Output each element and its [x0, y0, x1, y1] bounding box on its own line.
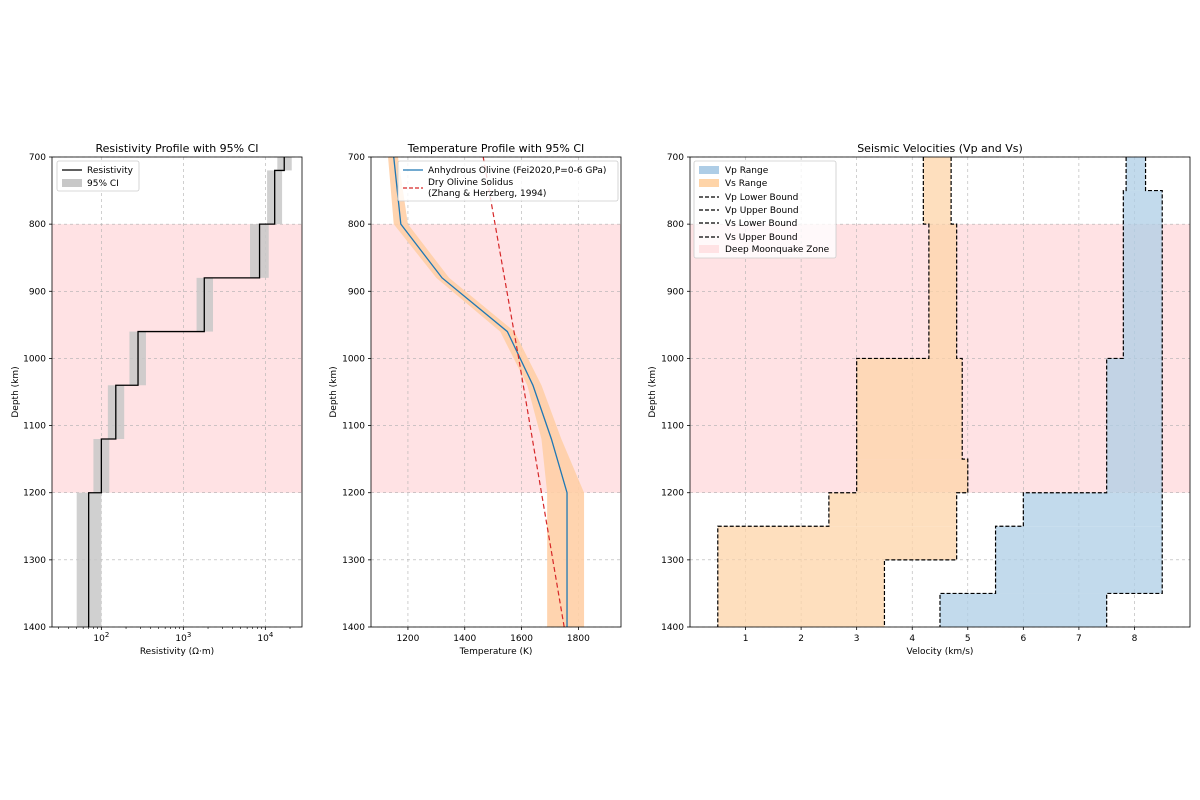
y-tick-label: 1200 [23, 489, 46, 499]
y-tick-label: 1300 [661, 556, 684, 566]
legend-label-olivine: Anhydrous Olivine (Fei2020,P=0-6 GPa) [428, 166, 606, 176]
x-tick-label: 1400 [453, 634, 476, 644]
x-tick-label: 1200 [396, 634, 419, 644]
legend-label-vp-range: Vp Range [725, 166, 769, 176]
legend-label-vs-lower: Vs Lower Bound [725, 219, 797, 229]
legend-swatch-vp-range [699, 166, 719, 174]
seismic-xlabel: Velocity (km/s) [907, 647, 974, 657]
y-tick-label: 1100 [23, 422, 46, 432]
y-tick-label: 1000 [342, 354, 365, 364]
legend-label-vp-upper: Vp Upper Bound [725, 206, 799, 216]
deep-moonquake-zone [371, 224, 621, 493]
legend-swatch-moonquake [699, 245, 719, 253]
vp-range-segment [1106, 358, 1163, 493]
y-tick-label: 1000 [23, 354, 46, 364]
temperature-legend: Anhydrous Olivine (Fei2020,P=0-6 GPa) Dr… [397, 160, 619, 202]
y-tick-label: 700 [667, 153, 684, 163]
legend-label-ci: 95% CI [87, 179, 119, 189]
dry-olivine-solidus-line [482, 156, 565, 628]
resistivity-step-line [88, 157, 285, 627]
legend-swatch-vs-range [699, 179, 719, 187]
legend-label-vs-range: Vs Range [725, 179, 768, 189]
temperature-panel: Temperature Profile with 95% CI Temperat… [329, 142, 622, 657]
legend-label-resistivity: Resistivity [87, 166, 134, 176]
resistivity-ylabel: Depth (km) [11, 366, 21, 417]
temperature-ci-band [388, 157, 585, 627]
y-tick-label: 1300 [23, 556, 46, 566]
vp-lower-bound-line [939, 157, 1127, 627]
y-tick-label: 1400 [23, 623, 46, 633]
resistivity-xlabel: Resistivity (Ω·m) [140, 647, 214, 657]
x-tick-label: 7 [1076, 634, 1082, 644]
legend-label-vs-upper: Vs Upper Bound [725, 233, 798, 243]
temperature-ylabel: Depth (km) [329, 366, 339, 417]
resistivity-panel: Resistivity Profile with 95% CI Resistiv… [11, 142, 303, 657]
vs-range-segment [923, 157, 952, 225]
y-tick-label: 1200 [661, 489, 684, 499]
x-tick-label: 104 [257, 631, 273, 644]
y-tick-label: 1400 [342, 623, 365, 633]
y-tick-label: 800 [29, 220, 46, 230]
resistivity-legend: Resistivity 95% CI [56, 160, 140, 192]
seismic-panel: Seismic Velocities (Vp and Vs) Velocity … [648, 142, 1191, 657]
legend-label-vp-lower: Vp Lower Bound [725, 193, 798, 203]
vs-range-segment [928, 224, 957, 359]
vs-range-segment [856, 459, 968, 493]
resistivity-title: Resistivity Profile with 95% CI [95, 142, 258, 155]
seismic-title: Seismic Velocities (Vp and Vs) [857, 142, 1023, 155]
y-tick-label: 1100 [661, 422, 684, 432]
x-tick-label: 1600 [510, 634, 533, 644]
x-tick-label: 8 [1132, 634, 1138, 644]
x-tick-label: 1800 [567, 634, 590, 644]
y-tick-label: 900 [29, 287, 46, 297]
vs-range-segment [717, 526, 957, 560]
y-tick-label: 900 [667, 287, 684, 297]
y-tick-label: 800 [348, 220, 365, 230]
seismic-ylabel: Depth (km) [648, 366, 658, 417]
temperature-axes-frame [370, 156, 622, 628]
y-tick-label: 800 [667, 220, 684, 230]
vp-upper-bound-line [1106, 157, 1163, 627]
legend-label-solidus-ref: (Zhang & Herzberg, 1994) [428, 189, 546, 199]
x-tick-label: 2 [798, 634, 804, 644]
y-tick-label: 900 [348, 287, 365, 297]
vp-range-segment [940, 593, 1107, 627]
vs-lower-bound-line [717, 157, 930, 627]
resistivity-axes-frame [51, 156, 303, 628]
seismic-legend: Vp Range Vs Range Vp Lower Bound Vp Uppe… [693, 160, 837, 259]
y-tick-label: 1100 [342, 422, 365, 432]
y-tick-label: 700 [348, 153, 365, 163]
x-tick-label: 4 [909, 634, 915, 644]
seismic-axes-frame [689, 156, 1191, 628]
vs-range-segment [828, 492, 957, 527]
y-tick-label: 700 [29, 153, 46, 163]
anhydrous-olivine-line [393, 156, 568, 627]
vp-range-segment [1023, 492, 1163, 527]
vs-range-segment [717, 559, 885, 627]
vs-range-segment [856, 358, 963, 460]
vp-range-segment [1123, 190, 1163, 359]
x-tick-label: 102 [93, 631, 109, 644]
temperature-title: Temperature Profile with 95% CI [407, 142, 585, 155]
y-tick-label: 1300 [342, 556, 365, 566]
vs-upper-bound-line [883, 157, 969, 627]
vp-range-segment [1126, 157, 1146, 191]
y-tick-label: 1200 [342, 489, 365, 499]
y-tick-label: 1400 [661, 623, 684, 633]
vp-range-segment [995, 526, 1163, 594]
x-tick-label: 1 [743, 634, 749, 644]
legend-label-solidus: Dry Olivine Solidus [428, 178, 513, 188]
x-tick-label: 5 [965, 634, 971, 644]
y-tick-label: 1000 [661, 354, 684, 364]
legend-swatch-ci [62, 179, 82, 187]
x-tick-label: 103 [175, 631, 191, 644]
x-tick-label: 3 [854, 634, 860, 644]
temperature-xlabel: Temperature (K) [459, 647, 533, 657]
legend-label-moonquake: Deep Moonquake Zone [725, 245, 830, 255]
x-tick-label: 6 [1020, 634, 1026, 644]
